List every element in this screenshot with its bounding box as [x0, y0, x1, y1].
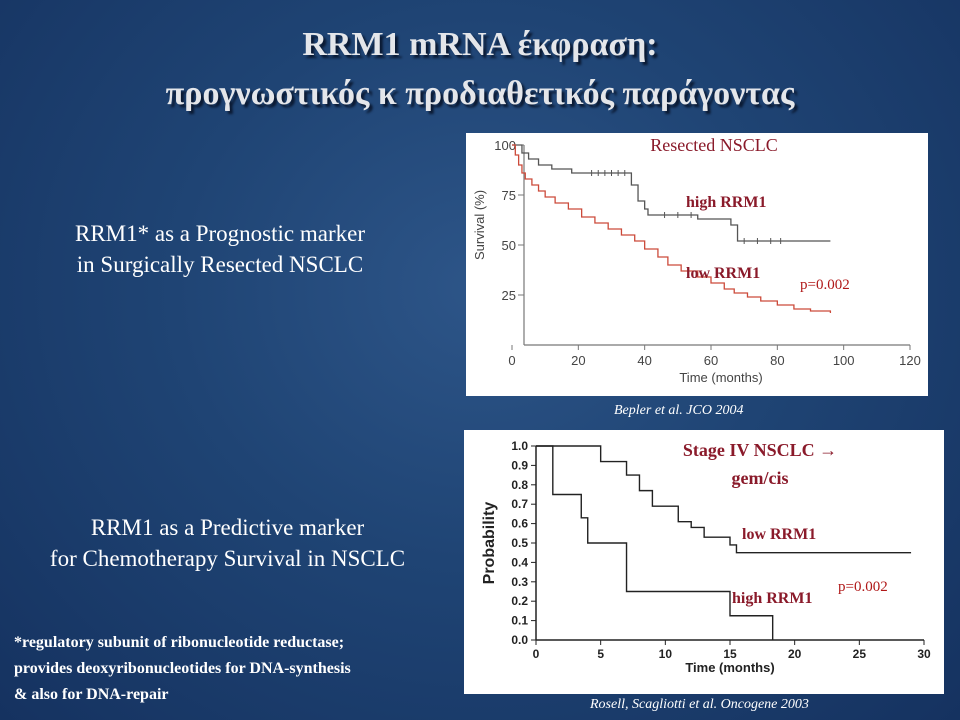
x-tick-label: 80: [770, 353, 784, 368]
slide-title-line2: προγνωστικός κ προδιαθετικός παράγοντας: [165, 75, 795, 112]
y-tick-label: 25: [502, 288, 516, 303]
survival-chart-resected: 25 50 75 100 0 20 40 60 80 100 120 Time (months) Sur…: [472, 135, 921, 385]
x-axis-title: Time (months): [685, 660, 774, 675]
y-tick-label: 0.9: [511, 458, 528, 472]
chart-panel-resected: 25 50 75 100 0 20 40 60 80 100 120 Time (months) Sur…: [466, 133, 928, 396]
series-line-high-rrm1: [536, 445, 774, 640]
x-tick-label: 20: [571, 353, 585, 368]
y-tick-label: 0.2: [511, 594, 528, 608]
y-tick-label: 0.5: [511, 536, 528, 550]
footnote-line1: *regulatory subunit of ribonucleotide re…: [14, 634, 345, 651]
p-value-annotation: p=0.002: [838, 579, 888, 595]
y-tick-label: 0.3: [511, 575, 528, 589]
footnote: *regulatory subunit of ribonucleotide re…: [14, 630, 474, 708]
chart-title: Resected NSCLC: [650, 135, 778, 155]
y-tick-label: 0.0: [511, 633, 528, 647]
prognostic-line2: in Surgically Resected NSCLC: [76, 252, 364, 277]
x-tick-label: 40: [637, 353, 651, 368]
x-tick-label: 10: [659, 647, 673, 661]
citation-rosell: Rosell, Scagliotti et al. Oncogene 2003: [590, 697, 809, 712]
predictive-marker-text: RRM1 as a Predictive marker for Chemothe…: [0, 512, 455, 574]
predictive-line1: RRM1 as a Predictive marker: [90, 515, 365, 540]
prognostic-line1: RRM1* as a Prognostic marker: [74, 221, 365, 246]
y-tick-label: 0.8: [511, 478, 528, 492]
y-tick-label: 100: [494, 138, 516, 153]
y-axis-title: Probability: [481, 502, 498, 585]
y-tick-label: 0.6: [511, 517, 528, 531]
x-tick-label: 30: [917, 647, 931, 661]
x-tick-label: 60: [704, 353, 718, 368]
legend-label-low-rrm1: low RRM1: [686, 265, 760, 282]
x-tick-label: 25: [853, 647, 867, 661]
citation-bepler: Bepler et al. JCO 2004: [614, 403, 744, 418]
y-tick-label: 0.1: [511, 614, 528, 628]
y-tick-label: 0.4: [511, 555, 528, 569]
x-tick-label: 5: [597, 647, 604, 661]
x-tick-label: 0: [508, 353, 515, 368]
survival-chart-stage4: 0.0 0.1 0.2 0.3 0.4 0.5 0.6 0.7 0.8 0.9 1.0 0 5 10 15 2…: [481, 439, 931, 675]
series-line-low-rrm1: [512, 144, 832, 313]
prognostic-marker-text: RRM1* as a Prognostic marker in Surgical…: [0, 218, 440, 280]
x-tick-label: 15: [723, 647, 737, 661]
chart-panel-stage4: 0.0 0.1 0.2 0.3 0.4 0.5 0.6 0.7 0.8 0.9 1.0 0 5 10 15 2…: [464, 430, 944, 694]
y-tick-label: 0.7: [511, 497, 528, 511]
y-tick-label: 50: [502, 238, 516, 253]
x-tick-label: 100: [833, 353, 855, 368]
series-line-high-rrm1: [512, 144, 831, 242]
footnote-line2: provides deoxyribonucleotides for DNA-sy…: [14, 660, 351, 677]
y-tick-label: 75: [502, 188, 516, 203]
footnote-line3: & also for DNA-repair: [14, 686, 169, 703]
legend-label-low-rrm1: low RRM1: [742, 526, 816, 543]
series-line-low-rrm1: [536, 445, 912, 554]
y-axis-title: Survival (%): [472, 190, 487, 260]
slide-title-line1: RRM1 mRNA έκφραση:: [302, 26, 658, 63]
legend-label-high-rrm1: high RRM1: [686, 194, 766, 211]
legend-label-high-rrm1: high RRM1: [732, 590, 812, 607]
predictive-line2: for Chemotherapy Survival in NSCLC: [49, 546, 406, 571]
chart-title-line1: Stage IV NSCLC →: [683, 440, 837, 460]
y-tick-label: 1.0: [511, 439, 528, 453]
x-axis-title: Time (months): [679, 370, 762, 385]
chart-title-line2: gem/cis: [732, 468, 789, 488]
x-tick-label: 120: [899, 353, 921, 368]
x-tick-label: 0: [533, 647, 540, 661]
x-tick-label: 20: [788, 647, 802, 661]
p-value-annotation: p=0.002: [800, 277, 850, 293]
